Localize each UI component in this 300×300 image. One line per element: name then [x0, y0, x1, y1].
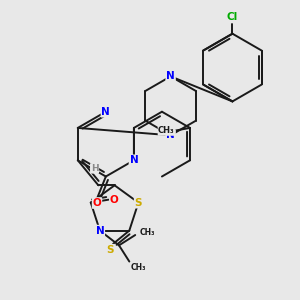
Text: CH₃: CH₃	[158, 126, 175, 135]
Text: N: N	[95, 226, 104, 236]
Text: H: H	[91, 164, 98, 173]
Text: CH₃: CH₃	[131, 263, 146, 272]
Text: CH₃: CH₃	[140, 228, 155, 237]
Text: N: N	[101, 107, 110, 117]
Text: N: N	[166, 130, 175, 140]
Text: S: S	[106, 245, 114, 255]
Text: O: O	[93, 198, 101, 208]
Text: N: N	[166, 71, 175, 81]
Text: S: S	[135, 198, 142, 208]
Text: Cl: Cl	[227, 13, 238, 22]
Text: O: O	[110, 195, 119, 205]
Text: N: N	[130, 155, 138, 165]
